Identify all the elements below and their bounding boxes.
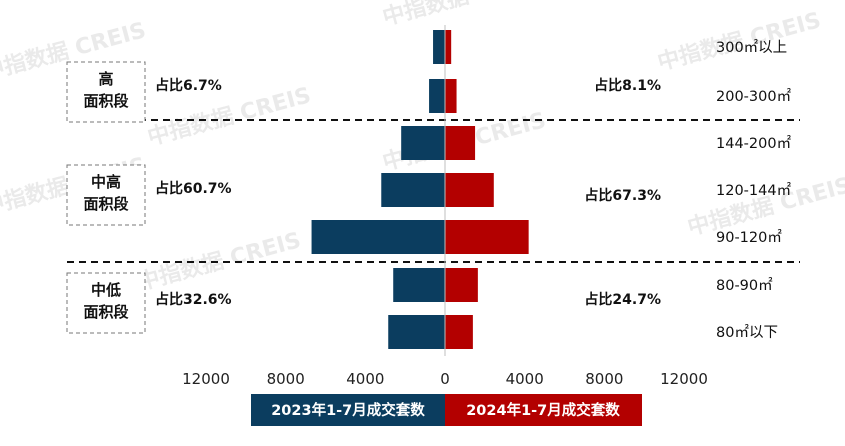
series-2023-bars <box>311 30 445 349</box>
bar-2023-4 <box>311 220 445 254</box>
category-label-3: 120-144㎡ <box>716 182 792 199</box>
category-label-2: 144-200㎡ <box>716 135 792 152</box>
x-tick-label-1: 8000 <box>267 370 305 388</box>
right-share-2: 占比24.7% <box>584 291 661 308</box>
group-label-line1-1: 中高 <box>91 173 121 191</box>
watermark-0: 中指数据 CREIS <box>380 0 549 31</box>
x-tick-label-4: 4000 <box>506 370 544 388</box>
bar-2023-5 <box>393 268 445 302</box>
legend: 2023年1-7月成交套数 2024年1-7月成交套数 <box>251 394 642 426</box>
bar-2024-5 <box>445 268 478 302</box>
category-label-0: 300㎡以上 <box>716 39 787 56</box>
left-share-1: 占比60.7% <box>155 180 232 197</box>
group-label-line2-1: 面积段 <box>83 195 128 213</box>
x-tick-label-6: 12000 <box>660 370 708 388</box>
category-label-4: 90-120㎡ <box>716 229 782 246</box>
group-dividers <box>67 119 800 263</box>
right-share-1: 占比67.3% <box>584 187 661 204</box>
category-label-1: 200-300㎡ <box>716 88 792 105</box>
group-label-line2-2: 面积段 <box>83 303 128 321</box>
series-2024-bars <box>445 30 529 349</box>
bar-2024-2 <box>445 126 476 160</box>
bar-2023-1 <box>429 79 445 113</box>
legend-swatch-2024 <box>445 394 642 426</box>
bar-2023-3 <box>381 173 445 207</box>
group-box-1 <box>66 164 146 226</box>
left-share-2: 占比32.6% <box>155 291 232 308</box>
bar-2023-0 <box>433 30 445 64</box>
x-axis-ticks: 12000 8000 4000 0 4000 8000 12000 <box>182 25 708 388</box>
bar-2024-6 <box>445 315 473 349</box>
bar-2023-2 <box>401 126 445 160</box>
group-box-2 <box>66 272 146 334</box>
x-tick-label-3: 0 <box>440 370 450 388</box>
group-box-0 <box>66 61 146 123</box>
bar-2024-4 <box>445 220 529 254</box>
legend-label-2024: 2024年1-7月成交套数 <box>466 401 620 419</box>
x-tick-label-0: 12000 <box>182 370 230 388</box>
group-label-line1-2: 中低 <box>91 281 121 299</box>
legend-swatch-2023 <box>251 394 445 426</box>
left-share-0: 占比6.7% <box>155 77 222 94</box>
bar-2024-1 <box>445 79 457 113</box>
bar-2024-0 <box>445 30 452 64</box>
category-label-6: 80㎡以下 <box>716 324 778 341</box>
legend-label-2023: 2023年1-7月成交套数 <box>271 401 425 419</box>
group-label-line1-0: 高 <box>98 70 113 88</box>
right-share-0: 占比8.1% <box>594 77 661 94</box>
watermark-7: 中指数据 CREIS <box>135 227 304 296</box>
bar-2024-3 <box>445 173 494 207</box>
category-labels: 300㎡以上 200-300㎡ 144-200㎡ 120-144㎡ 90-120㎡ 80-… <box>716 39 792 341</box>
group-label-line2-0: 面积段 <box>83 92 128 110</box>
x-tick-label-5: 8000 <box>585 370 623 388</box>
category-label-5: 80-90㎡ <box>716 277 773 294</box>
x-tick-label-2: 4000 <box>346 370 384 388</box>
bar-2023-6 <box>388 315 445 349</box>
